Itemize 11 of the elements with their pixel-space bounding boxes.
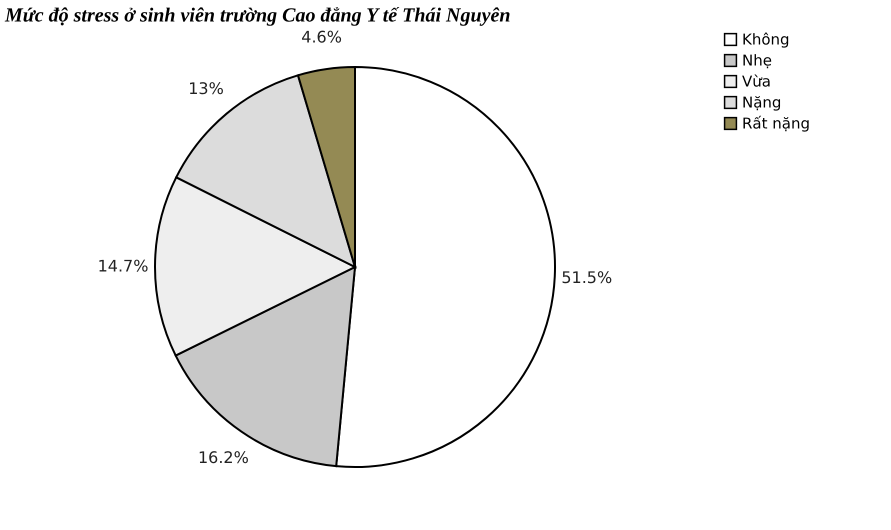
chart-title: Mức độ stress ở sinh viên trường Cao đẳng Y tế Thái Nguyên [4, 4, 510, 26]
legend-label: Rất nặng [742, 114, 810, 132]
data-label: 4.6% [301, 27, 342, 46]
legend-label: Nhẹ [742, 52, 772, 70]
data-label: 16.2% [198, 448, 249, 468]
data-label: 13% [188, 79, 224, 98]
legend-label: Không [742, 30, 790, 48]
legend-label: Vừa [742, 72, 771, 90]
data-label: 51.5% [561, 268, 612, 287]
data-label: 14.7% [98, 256, 148, 276]
legend-label: Nặng [742, 94, 782, 112]
